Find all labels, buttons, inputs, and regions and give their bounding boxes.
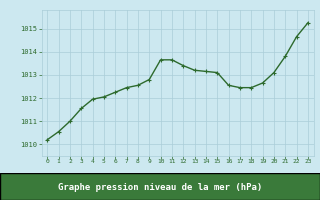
Text: Graphe pression niveau de la mer (hPa): Graphe pression niveau de la mer (hPa) <box>58 183 262 192</box>
FancyBboxPatch shape <box>0 173 320 200</box>
